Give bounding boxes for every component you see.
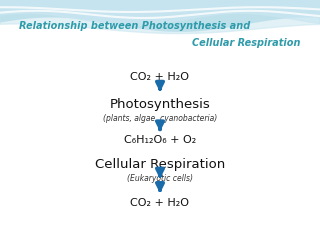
Text: (Eukaryotic cells): (Eukaryotic cells) <box>127 174 193 183</box>
Text: CO₂ + H₂O: CO₂ + H₂O <box>131 72 189 82</box>
Text: CO₂ + H₂O: CO₂ + H₂O <box>131 198 189 208</box>
Text: Cellular Respiration: Cellular Respiration <box>192 38 301 48</box>
Text: Cellular Respiration: Cellular Respiration <box>95 158 225 171</box>
Text: Relationship between Photosynthesis and: Relationship between Photosynthesis and <box>19 21 251 31</box>
Text: Photosynthesis: Photosynthesis <box>110 98 210 111</box>
Text: C₆H₁₂O₆ + O₂: C₆H₁₂O₆ + O₂ <box>124 135 196 145</box>
Text: (plants, algae, cyanobacteria): (plants, algae, cyanobacteria) <box>103 114 217 123</box>
